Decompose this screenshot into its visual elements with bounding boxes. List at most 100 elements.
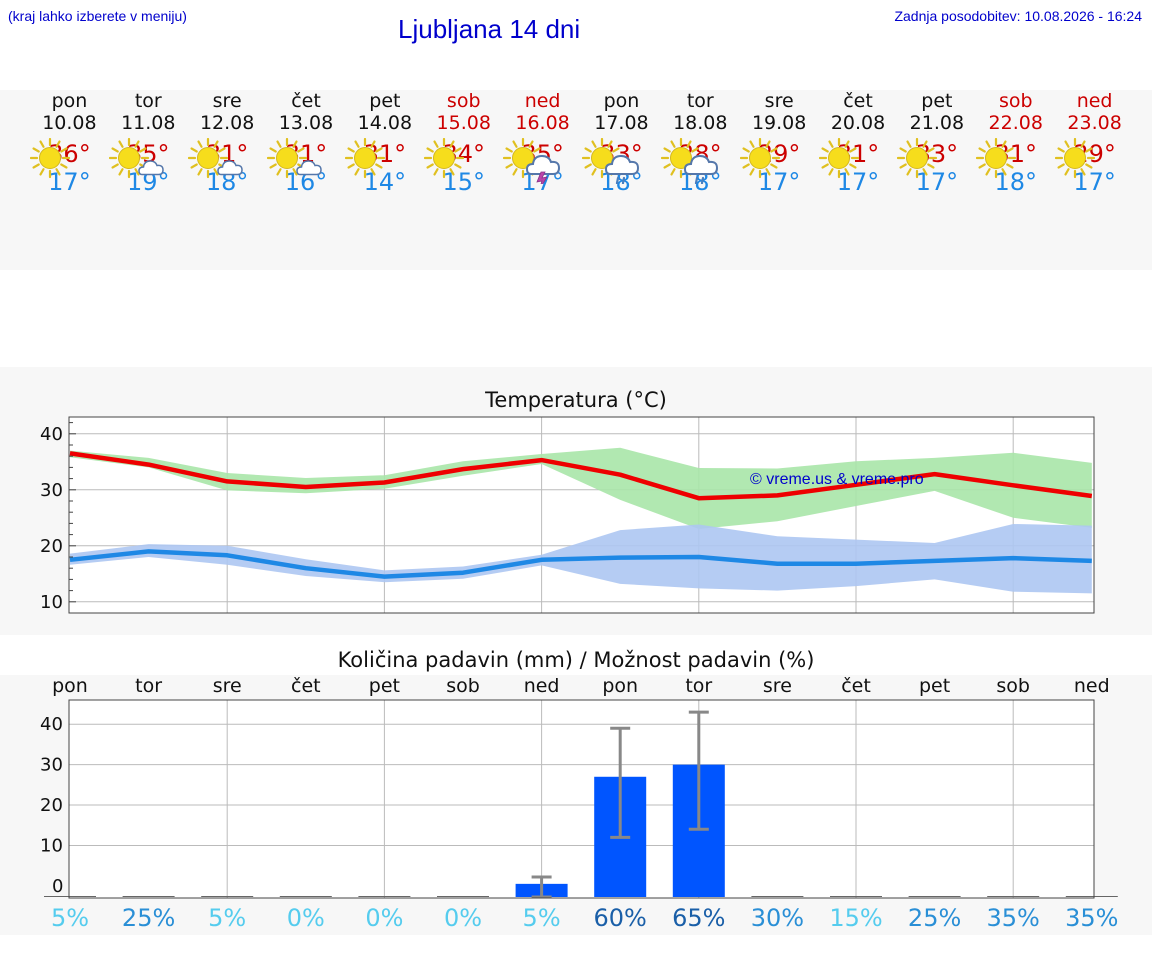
day-name: tor <box>134 90 162 112</box>
forecast-band <box>0 90 1152 270</box>
rain-bar <box>830 896 882 897</box>
day-name: tor <box>686 90 714 112</box>
sun-cloud-icon <box>108 138 164 179</box>
day-column: tor 11.08 35° 19° <box>108 88 188 268</box>
rain-day-label: sre <box>763 675 792 697</box>
day-date: 15.08 <box>436 112 491 134</box>
day-date: 20.08 <box>830 112 886 134</box>
temperature-chart-title: Temperatura (°C) <box>485 388 667 412</box>
day-date: 16.08 <box>515 112 570 134</box>
sun-thunder-icon <box>503 138 561 184</box>
rain-bar <box>44 896 96 897</box>
rain-day-label: ned <box>1074 675 1110 697</box>
rain-day-label: pon <box>52 675 88 697</box>
min-temperature: 17° <box>836 168 880 196</box>
day-date: 12.08 <box>199 112 255 134</box>
rain-day-label: sob <box>996 675 1030 697</box>
min-temperature: 17° <box>1073 168 1116 196</box>
day-date: 21.08 <box>909 112 965 134</box>
rain-day-label: sre <box>213 675 242 697</box>
rain-day-label: čet <box>291 675 321 697</box>
rain-day-label: pet <box>369 675 400 697</box>
rain-day-label: ned <box>524 675 560 697</box>
temp-ytick-label: 10 <box>40 592 63 613</box>
sun-icon <box>30 138 71 179</box>
sun-cloud-icon <box>266 138 322 179</box>
rain-bar <box>279 896 332 897</box>
min-temperature: 14° <box>363 168 407 196</box>
rain-probability: 65% <box>672 904 725 932</box>
day-column: sob 15.08 34° 15° <box>424 88 503 268</box>
sun-rain-icon <box>660 138 718 184</box>
min-temperature: 17° <box>915 168 959 196</box>
day-name: čet <box>843 90 873 112</box>
rain-probability: 15% <box>829 904 882 932</box>
rain-probability: 35% <box>1065 904 1118 932</box>
day-column: ned 23.08 29° 17° <box>1055 88 1134 268</box>
day-column: pet 14.08 31° 14° <box>345 88 424 268</box>
rain-bar <box>122 896 175 897</box>
day-column: sob 22.08 31° 18° <box>976 88 1055 268</box>
day-date: 17.08 <box>594 112 649 134</box>
day-name: sob <box>998 90 1033 112</box>
temp-ytick-label: 20 <box>40 536 63 557</box>
day-column: sre 19.08 29° 17° <box>739 88 819 268</box>
day-date: 19.08 <box>751 112 807 134</box>
day-name: ned <box>1076 90 1113 112</box>
day-column: pon 17.08 33° 18° <box>582 88 661 268</box>
rain-day-label: čet <box>841 675 871 697</box>
sun-icon <box>976 138 1017 179</box>
rain-bar <box>437 896 489 897</box>
rain-day-label: tor <box>685 675 712 697</box>
max-temp-line <box>69 451 1093 501</box>
day-date: 10.08 <box>42 112 97 134</box>
rain-probability: 5% <box>523 904 561 932</box>
temperature-chart: 10 20 30 40 © vreme.us & vreme.pro <box>40 416 1095 614</box>
min-temperature: 15° <box>442 168 485 196</box>
temp-ytick-label: 30 <box>40 480 63 501</box>
rain-bar <box>751 896 804 897</box>
day-name: pon <box>51 90 88 112</box>
rain-probability: 30% <box>751 904 804 932</box>
rain-probability: 25% <box>122 904 175 932</box>
day-column: čet 20.08 31° 17° <box>818 88 898 268</box>
rain-bar <box>987 896 1040 897</box>
watermark: © vreme.us & vreme.pro <box>750 471 924 488</box>
day-date: 13.08 <box>278 112 334 134</box>
min-temperature: 18° <box>994 168 1038 196</box>
rain-probability: 0% <box>444 904 482 932</box>
rain-plot-area <box>68 699 1095 899</box>
day-date: 14.08 <box>357 112 413 134</box>
rain-day-label: tor <box>135 675 162 697</box>
location-menu-hint[interactable]: (kraj lahko izberete v meniju) <box>8 8 187 24</box>
temp-plot-area <box>68 416 1095 614</box>
rain-bar <box>908 896 961 897</box>
rain-probability: 25% <box>908 904 961 932</box>
day-date: 22.08 <box>988 112 1043 134</box>
day-date: 18.08 <box>673 112 728 134</box>
min-temperature: 17° <box>48 168 91 196</box>
day-date: 23.08 <box>1067 112 1122 134</box>
day-name: sre <box>212 90 242 112</box>
rain-plot-frame <box>68 699 1095 899</box>
rain-ytick-label: 30 <box>40 755 63 776</box>
rain-ytick-label: 0 <box>52 876 63 897</box>
sun-rain-icon <box>582 138 640 184</box>
rain-probability: 5% <box>51 904 89 932</box>
rain-day-label: pon <box>602 675 638 697</box>
page-title: Ljubljana 14 dni <box>398 14 581 44</box>
temp-plot-frame <box>68 416 1095 614</box>
precipitation-chart-title: Količina padavin (mm) / Možnost padavin … <box>337 648 815 672</box>
day-column: sre 12.08 31° 18° <box>187 88 267 268</box>
day-date: 11.08 <box>121 112 176 134</box>
sun-icon <box>897 138 938 179</box>
min-temperature: 17° <box>757 168 801 196</box>
sun-icon <box>1055 138 1096 179</box>
rain-bar <box>358 896 411 897</box>
sun-icon <box>345 138 386 179</box>
day-name: sre <box>764 90 794 112</box>
rain-probability: 35% <box>987 904 1040 932</box>
day-name: pon <box>603 90 640 112</box>
sun-icon <box>739 138 780 179</box>
